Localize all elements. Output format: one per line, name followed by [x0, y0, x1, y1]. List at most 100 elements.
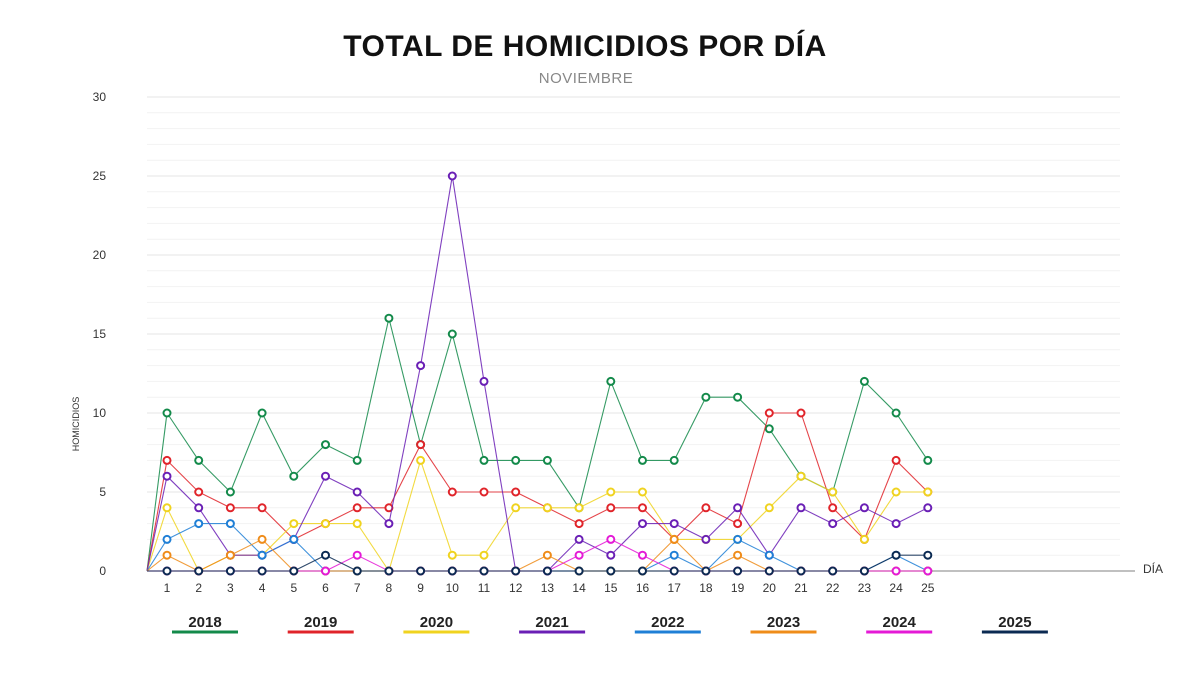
x-tick-label: 10	[446, 581, 460, 595]
data-point	[923, 487, 933, 497]
data-point	[891, 487, 901, 497]
data-point	[479, 550, 489, 560]
legend-item-2018[interactable]: 2018	[172, 614, 238, 634]
data-point	[352, 550, 362, 560]
data-point	[479, 487, 489, 497]
data-point	[162, 566, 172, 576]
data-point	[828, 487, 838, 497]
data-point	[416, 566, 426, 576]
data-point	[764, 566, 774, 576]
x-tick-label: 9	[417, 581, 424, 595]
gridlines	[147, 96, 1120, 556]
data-point	[891, 519, 901, 529]
chart-subtitle: NOVIEMBRE	[538, 70, 634, 87]
data-point	[701, 534, 711, 544]
legend-item-2020[interactable]: 2020	[403, 614, 470, 634]
legend-item-2021[interactable]: 2021	[519, 614, 586, 634]
data-point	[479, 376, 489, 386]
data-point	[764, 424, 774, 434]
data-point	[669, 550, 679, 560]
data-point	[606, 550, 616, 560]
data-point	[447, 487, 457, 497]
data-point	[352, 503, 362, 513]
data-point	[859, 376, 869, 386]
data-point	[321, 550, 330, 560]
legend-label: 2018	[188, 614, 221, 631]
data-point	[764, 550, 774, 560]
data-point	[574, 503, 584, 513]
x-axis-title: DÍA	[1143, 561, 1163, 576]
y-tick-label: 5	[99, 485, 106, 499]
data-point	[669, 534, 679, 544]
data-point	[257, 534, 267, 544]
data-point	[321, 440, 330, 450]
x-tick-label: 23	[858, 581, 872, 595]
data-point	[828, 566, 838, 576]
x-tick-label: 1	[164, 581, 171, 595]
data-point	[828, 503, 838, 513]
y-tick-label: 25	[93, 169, 107, 183]
data-point	[257, 550, 267, 560]
y-tick-label: 10	[93, 406, 107, 420]
data-point	[194, 566, 204, 576]
series-line	[147, 554, 928, 572]
data-point	[384, 566, 394, 576]
legend: 2018 2019 2020 2021 2022 2023 2024 2025	[172, 614, 1048, 634]
data-point	[638, 503, 647, 513]
data-point	[257, 566, 267, 576]
data-point	[638, 519, 647, 529]
data-point	[416, 361, 426, 371]
data-point	[638, 455, 647, 465]
data-point	[796, 503, 806, 513]
data-point	[194, 519, 204, 529]
legend-item-2025[interactable]: 2025	[981, 614, 1048, 634]
data-point	[384, 313, 394, 323]
data-point	[733, 392, 743, 402]
data-point	[923, 550, 933, 560]
data-point	[225, 519, 235, 529]
data-point	[511, 503, 521, 513]
data-point	[447, 329, 457, 339]
data-point	[764, 408, 774, 418]
series-line	[146, 459, 928, 572]
series-line	[146, 317, 929, 572]
data-point	[606, 376, 616, 386]
data-point	[289, 566, 299, 576]
data-point	[891, 455, 901, 465]
data-point	[162, 550, 172, 560]
data-point	[447, 171, 457, 181]
data-point	[352, 566, 362, 576]
data-point	[733, 534, 743, 544]
data-point	[321, 471, 330, 481]
legend-item-2019[interactable]: 2019	[287, 614, 354, 634]
legend-item-2024[interactable]: 2024	[866, 614, 933, 634]
data-point	[416, 455, 426, 465]
data-point	[225, 566, 235, 576]
data-point	[194, 503, 204, 513]
data-point	[891, 550, 901, 560]
data-point	[384, 519, 394, 529]
legend-item-2023[interactable]: 2023	[750, 614, 817, 634]
legend-label: 2022	[651, 614, 684, 631]
legend-label: 2025	[998, 614, 1031, 631]
legend-label: 2021	[535, 614, 568, 631]
data-point	[733, 503, 743, 513]
data-point	[225, 487, 235, 497]
data-point	[669, 566, 679, 576]
legend-item-2022[interactable]: 2022	[634, 614, 701, 634]
data-point	[638, 566, 647, 576]
legend-label: 2019	[304, 614, 337, 631]
data-point	[859, 503, 869, 513]
data-point	[891, 566, 901, 576]
x-tick-label: 20	[763, 581, 777, 595]
data-point	[923, 566, 933, 576]
data-point	[669, 519, 679, 529]
data-point	[447, 566, 457, 576]
data-point	[733, 550, 743, 560]
data-point	[162, 455, 172, 465]
data-point	[638, 550, 647, 560]
data-point	[225, 503, 235, 513]
x-tick-label: 6	[322, 581, 329, 595]
x-tick-label: 11	[478, 581, 491, 595]
